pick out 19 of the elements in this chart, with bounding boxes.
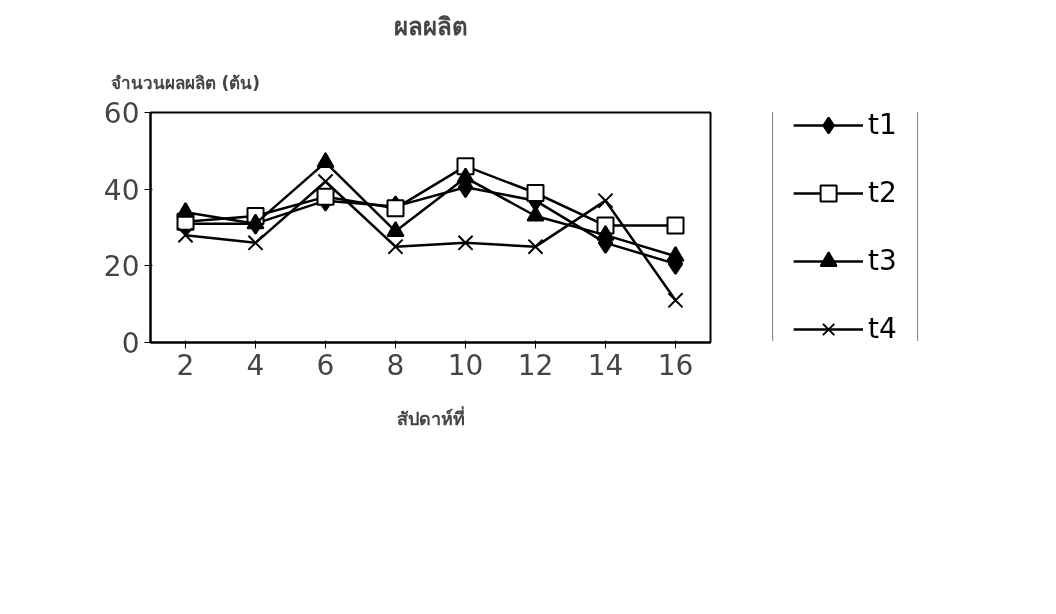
chart-title: ผลผลิต [393, 12, 468, 41]
x-tick-label: 6 [316, 348, 335, 382]
y-tick-label: 20 [103, 250, 140, 284]
legend-label: t4 [868, 312, 897, 343]
x-tick-label: 16 [657, 348, 694, 382]
x-tick-label: 8 [386, 348, 405, 382]
x-tick-label: 12 [517, 348, 554, 382]
legend-label: t1 [868, 111, 897, 141]
y-tick-label: 0 [121, 327, 140, 360]
legend-label: t2 [868, 176, 897, 209]
y-axis-title: จำนวนผลผลิต (ต้น) [110, 72, 260, 93]
legend-label: t3 [868, 244, 897, 277]
x-tick-label: 10 [447, 348, 484, 382]
x-tick-label: 14 [587, 348, 624, 382]
y-tick-label: 40 [103, 173, 140, 207]
x-tick-label: 2 [176, 348, 195, 382]
x-axis-title: สัปดาห์ที่ [396, 405, 465, 429]
x-tick-label: 4 [246, 348, 265, 382]
y-tick-label: 60 [103, 97, 140, 130]
